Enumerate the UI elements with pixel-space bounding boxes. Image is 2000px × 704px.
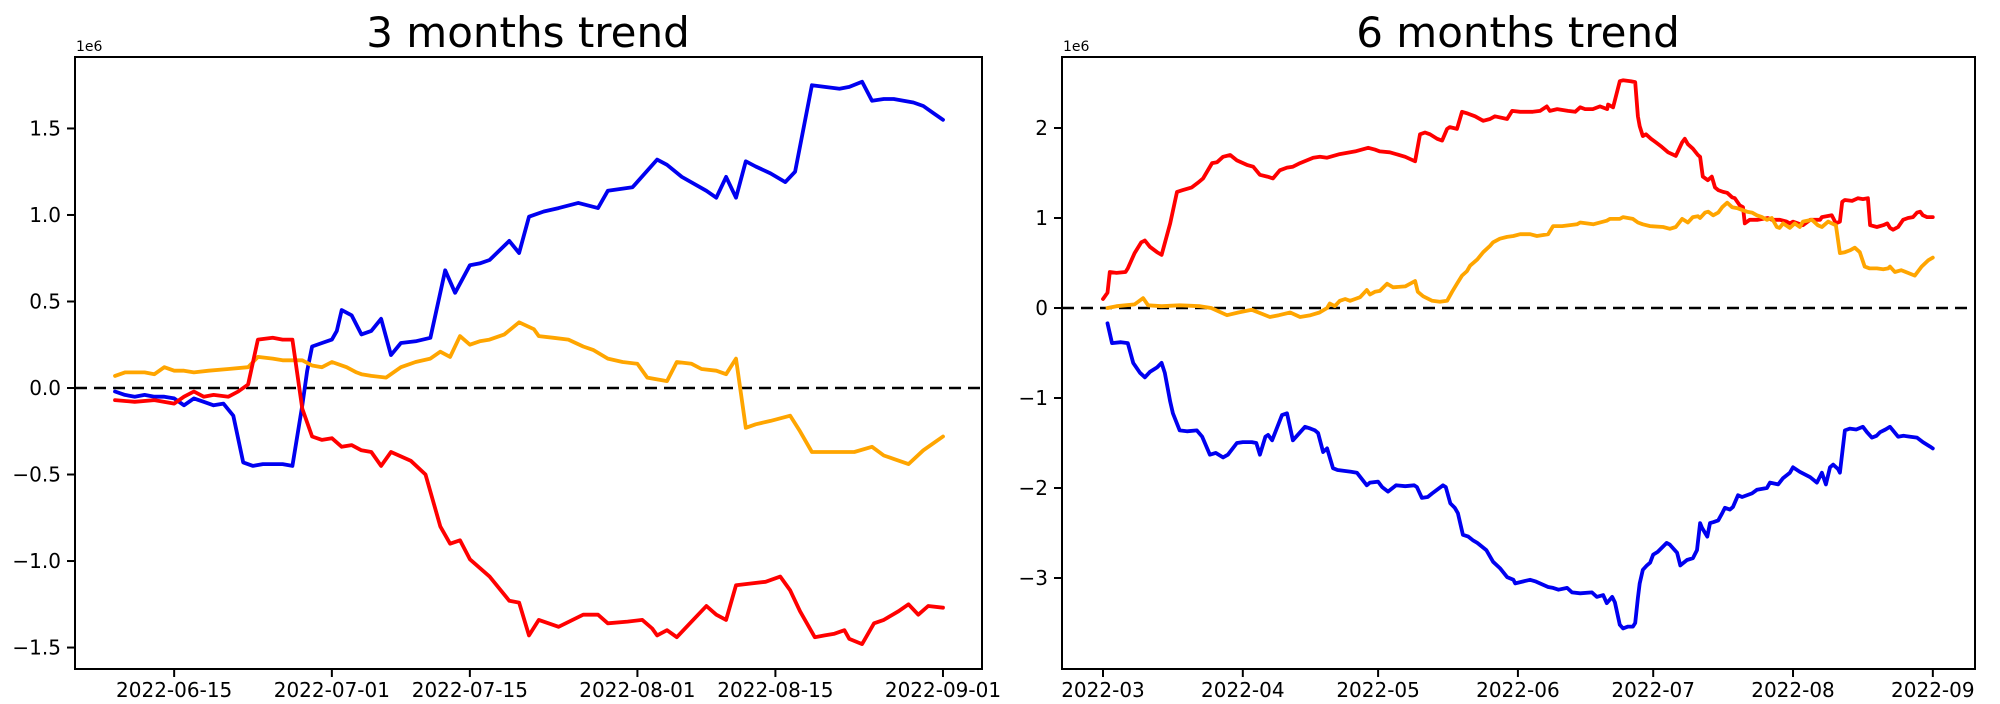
y-tick-label: −2 — [1019, 476, 1048, 500]
y-tick-label: 0.0 — [29, 376, 61, 400]
x-tick-label: 2022-06-15 — [116, 678, 232, 700]
x-tick-label: 2022-03 — [1061, 678, 1145, 700]
y-tick-label: −1 — [1019, 386, 1048, 410]
line-series-red — [113, 335, 945, 646]
x-tick-label: 2022-09 — [1891, 678, 1975, 700]
y-tick-label: 1.0 — [29, 203, 61, 227]
y-tick-label: 1 — [1035, 206, 1048, 230]
line-series-blue — [1105, 321, 1935, 631]
chart-title-6-months: 6 months trend — [1356, 8, 1680, 57]
x-tick-label: 2022-06 — [1476, 678, 1560, 700]
x-tick-label: 2022-08 — [1751, 678, 1835, 700]
plot-spines — [74, 56, 983, 670]
y-tick-label: 0.5 — [29, 289, 61, 313]
x-tick-label: 2022-08-01 — [579, 678, 695, 700]
plot-spines — [1061, 56, 1976, 670]
y-tick-label: 1.5 — [29, 116, 61, 140]
y-tick-label: 0 — [1035, 296, 1048, 320]
line-series-orange — [1105, 200, 1935, 319]
line-series-blue — [113, 79, 945, 468]
y-axis-offset-label-left: 1e6 — [76, 39, 103, 55]
y-tick-label: −1.0 — [12, 549, 61, 573]
y-tick-label: −0.5 — [12, 463, 61, 487]
x-tick-label: 2022-09-01 — [885, 678, 1001, 700]
x-tick-label: 2022-07-01 — [274, 678, 390, 700]
x-tick-label: 2022-05 — [1336, 678, 1420, 700]
x-tick-label: 2022-07-15 — [412, 678, 528, 700]
y-tick-label: 2 — [1035, 116, 1048, 140]
y-tick-label: −3 — [1019, 566, 1048, 590]
x-tick-label: 2022-04 — [1201, 678, 1285, 700]
x-tick-label: 2022-07 — [1611, 678, 1695, 700]
plot-3-months-trend: 1.5 1.0 0.5 0.0 −0.5 −1.0 −1.5 2022-06-15 2022-0… — [12, 56, 1001, 702]
y-tick-label: −1.5 — [12, 636, 61, 660]
plot-6-months-trend: 2 1 0 −1 −2 −3 2022-03 2022-04 2022-05 2022-06 202… — [1019, 56, 1976, 702]
chart-title-3-months: 3 months trend — [366, 8, 690, 57]
line-series-red — [1101, 78, 1935, 301]
x-tick-label: 2022-08-15 — [717, 678, 833, 700]
y-axis-offset-label-right: 1e6 — [1063, 39, 1090, 55]
line-series-orange — [113, 320, 945, 467]
